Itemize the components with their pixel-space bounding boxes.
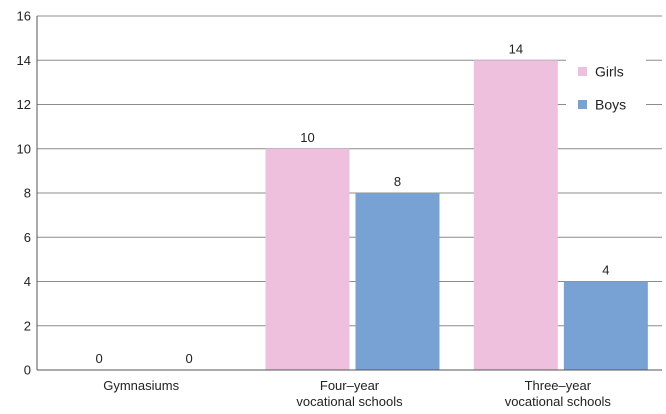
y-tick-label-14: 14 [17,53,31,68]
y-tick-label-12: 12 [17,97,31,112]
axes [36,16,662,371]
bars [265,60,648,370]
bar-boys-2 [563,281,648,370]
x-category-label-0-line-0: Gymnasiums [103,378,179,393]
legend-label-boys: Boys [595,97,626,113]
bar-boys-1 [355,193,440,370]
y-tick-label-2: 2 [24,318,31,333]
y-tick-label-10: 10 [17,141,31,156]
legend: Girls Boys [566,54,646,120]
data-labels: 0 0 10 8 14 4 [96,41,610,366]
x-category-label-1-line-1: vocational schools [296,394,403,409]
y-axis-tick-labels: 0 2 4 6 8 10 12 14 16 [17,9,31,378]
data-label-girls-2: 14 [509,41,523,56]
bar-girls-1 [265,148,350,370]
y-tick-label-16: 16 [17,9,31,24]
x-category-label-2-line-1: vocational schools [505,394,612,409]
data-label-boys-0: 0 [186,351,193,366]
bar-girls-2 [473,60,558,370]
y-tick-label-6: 6 [24,230,31,245]
data-label-girls-1: 10 [300,130,314,145]
legend-label-girls: Girls [595,64,624,80]
data-label-boys-2: 4 [602,263,609,278]
y-tick-label-4: 4 [24,274,31,289]
x-category-label-2-line-0: Three–year [525,378,592,393]
legend-swatch-boys [578,100,587,109]
y-tick-label-0: 0 [24,363,31,378]
x-category-label-1-line-0: Four–year [320,378,380,393]
data-label-boys-1: 8 [394,174,401,189]
legend-swatch-girls [578,67,587,76]
data-label-girls-0: 0 [96,351,103,366]
y-tick-label-8: 8 [24,186,31,201]
